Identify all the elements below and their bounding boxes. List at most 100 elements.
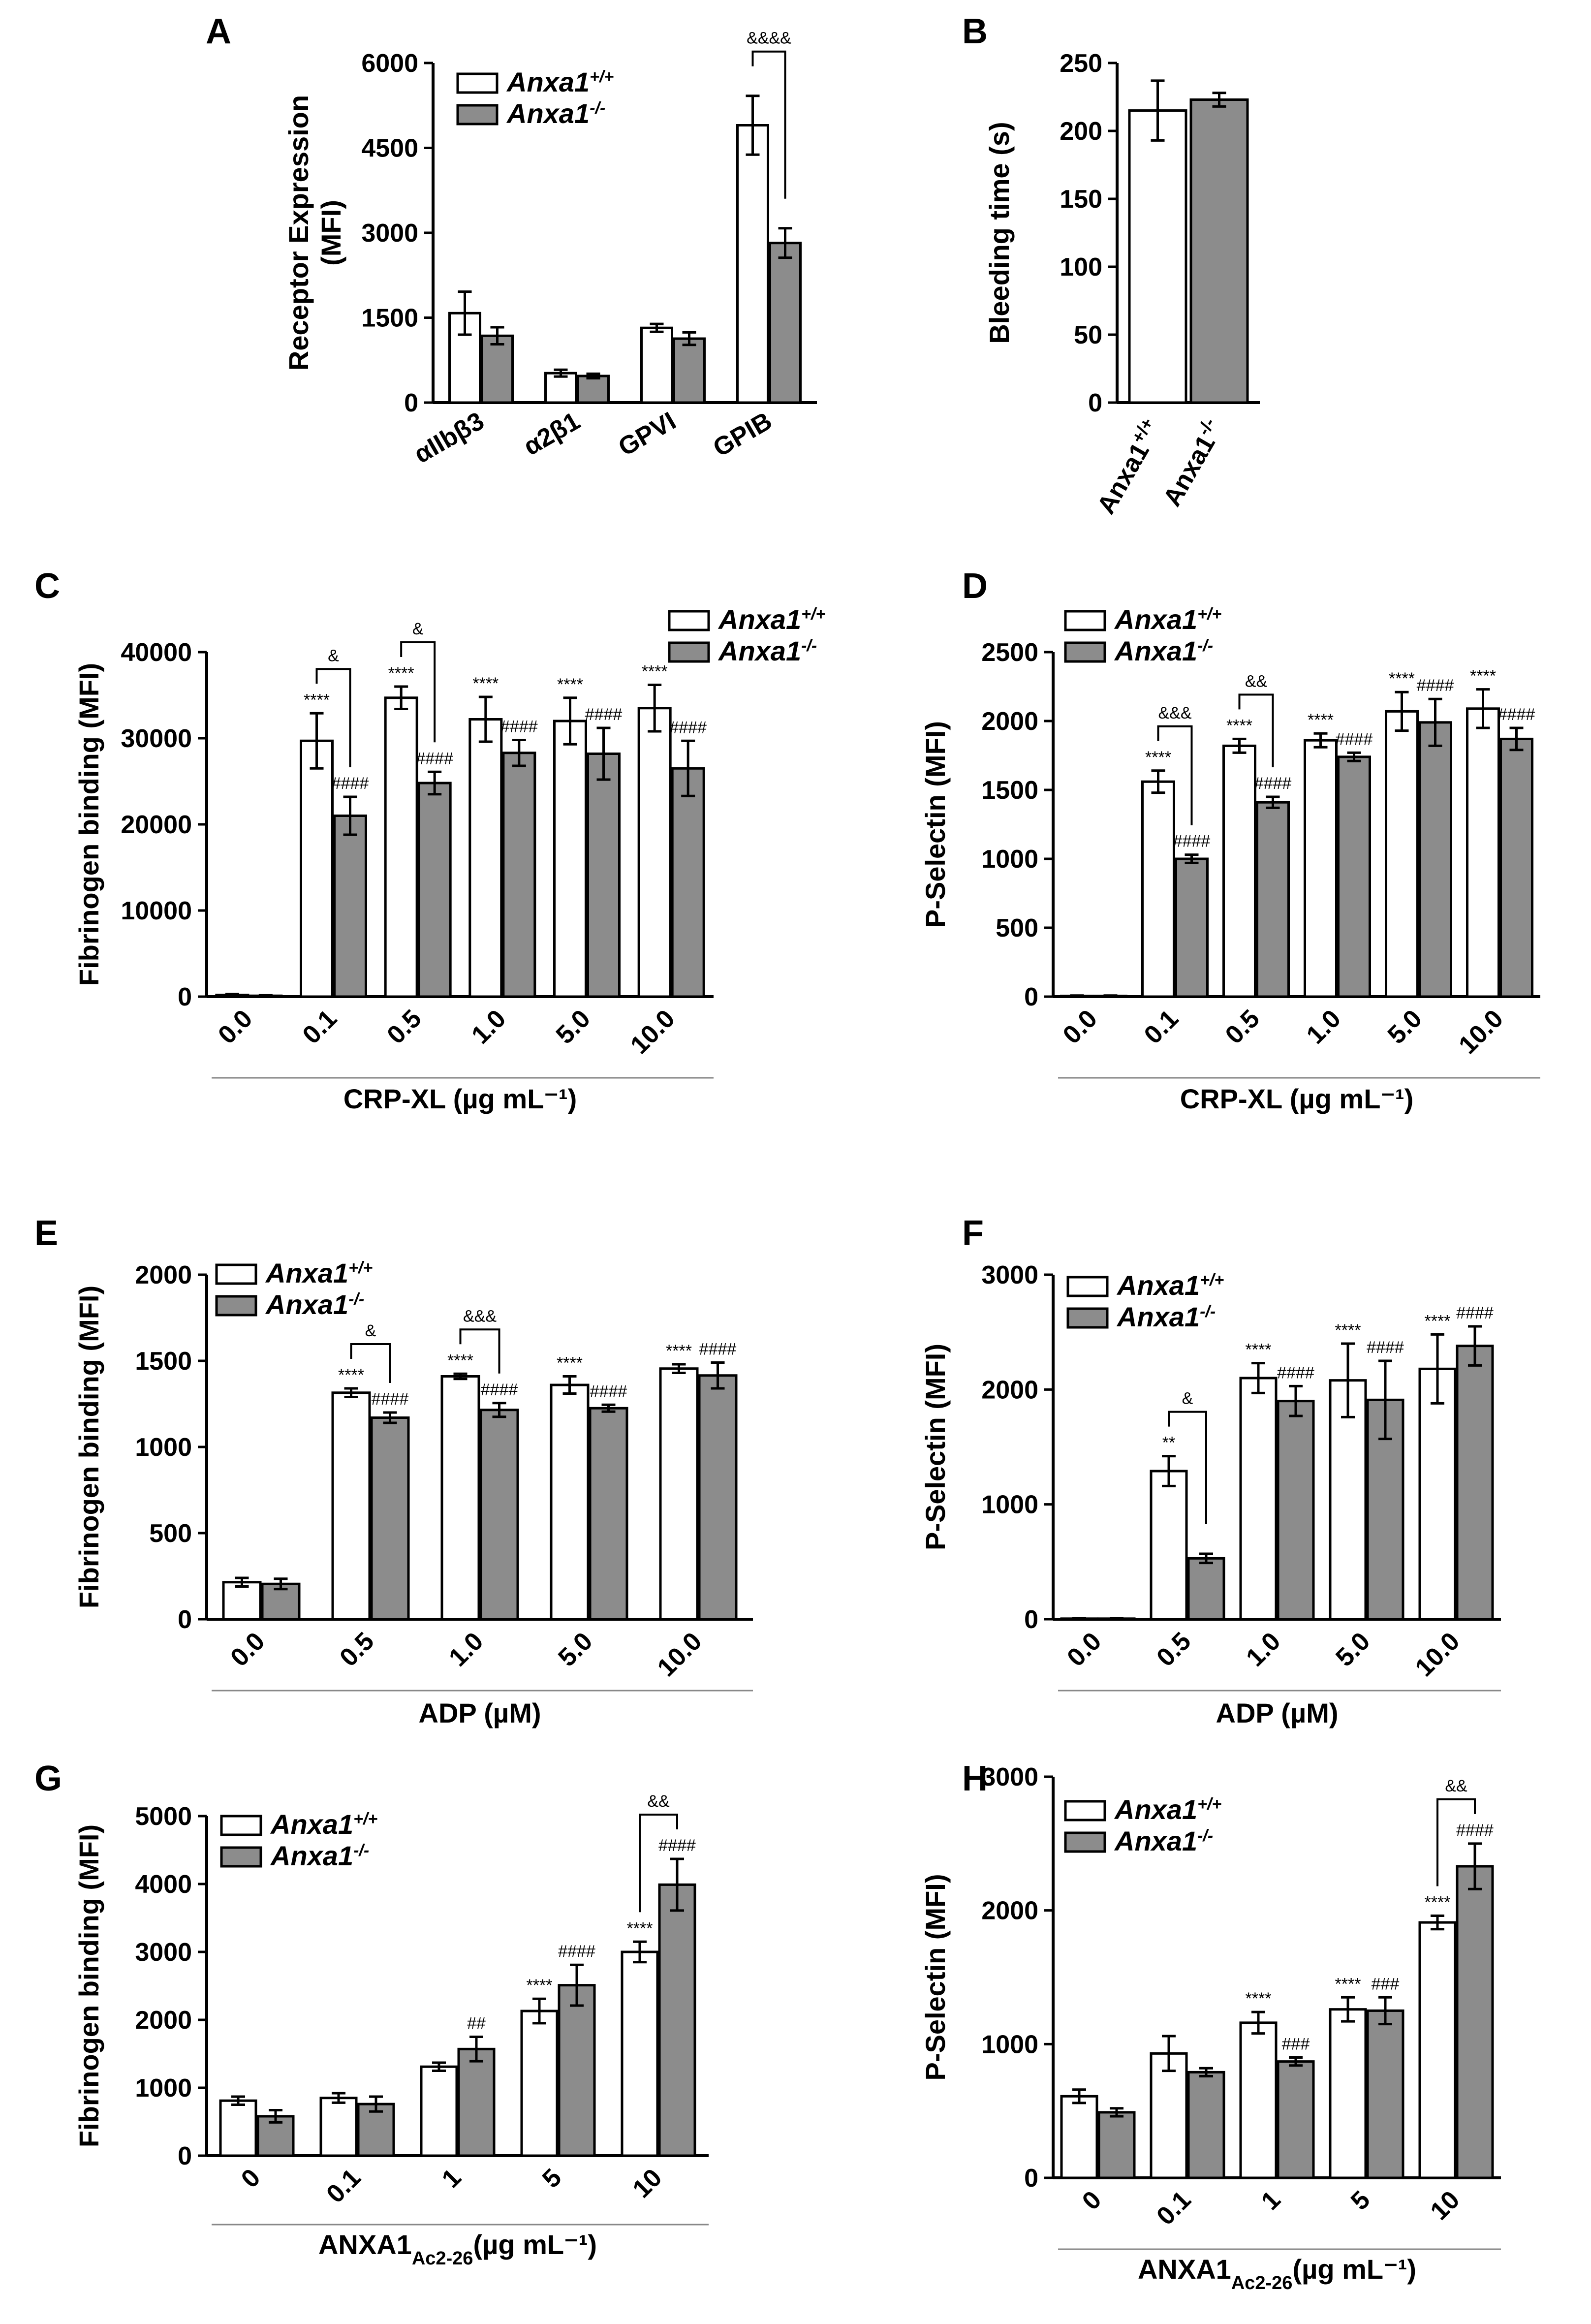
comparison-marker: & [1182,1389,1193,1408]
y-tick-label: 20000 [121,811,192,839]
legend-ko-label: Anxa1-/- [265,1289,364,1320]
significance-marker: #### [1456,1304,1494,1322]
comparison-marker: && [1445,1777,1467,1795]
comparison-bracket [1238,693,1274,767]
significance-marker: #### [558,1942,595,1961]
significance-marker: #### [1277,1363,1314,1382]
significance-marker: **** [1425,1312,1451,1330]
bar-wt [1222,744,1256,998]
x-tick-label: 1.0 [443,1627,489,1672]
legend-wt-swatch [1066,1276,1109,1297]
bar-wt [1239,2021,1278,2179]
panel-letter: H [962,1759,988,1798]
comparison-bracket [459,1328,500,1374]
bar-wt [1385,710,1419,998]
panel-b: B 0 50 100 150 200 250 Bleeding time (s) Anxa1+/… [962,12,1260,519]
bar-wt [637,707,672,998]
bar-wt [1329,2008,1367,2179]
significance-marker: **** [304,691,330,709]
bar-ko [481,334,514,404]
x-tick-label: 1.0 [1241,1627,1286,1672]
x-tick-label: GPIB [708,407,777,463]
bar-wt [640,326,673,404]
y-axis-label: P-Selectin (MFI) [920,1344,951,1550]
legend-ko-label: Anxa1-/- [718,635,817,666]
comparison-marker: && [1245,672,1268,691]
x-tick-label: 5 [1345,2185,1375,2215]
y-axis-label: Fibrinogen binding (MFI) [73,1286,104,1608]
bar-ko [417,782,452,998]
comparison-bracket [1168,1411,1207,1524]
significance-marker: **** [557,675,583,694]
significance-marker: **** [666,1342,692,1360]
y-tick-label: 0 [178,2142,192,2170]
y-tick-label: 1000 [981,2030,1038,2059]
y-axis-label: Fibrinogen binding (MFI) [73,663,104,986]
x-tick-label: 0.1 [297,1004,343,1049]
bar-ko [1187,1557,1225,1621]
bar-wt [659,1367,699,1621]
significance-marker: **** [1145,748,1171,767]
panel-h: H 0 1000 2000 3000 P-Selectin (MFI) Anxa1+/+An… [920,1759,1501,2293]
y-axis-label: Fibrinogen binding (MFI) [73,1824,104,2147]
panel-letter: E [34,1214,58,1253]
x-axis-label: ANXA1Ac2-26(µg mL⁻¹) [318,2229,597,2269]
bar-ko [577,375,610,404]
x-tick-label: αIIbβ3 [409,407,489,469]
y-axis-label: Receptor Expression(MFI) [283,95,346,371]
bar-ko [1456,1865,1494,2179]
bar-ko [558,1984,596,2157]
legend-ko-swatch [220,1846,262,1868]
bar-wt [219,2099,257,2157]
significance-marker: **** [447,1351,473,1370]
bar-wt [553,720,587,998]
legend-wt-label: Anxa1+/+ [718,604,825,635]
significance-marker: ** [1162,1434,1175,1452]
significance-marker: #### [1254,774,1292,793]
bar-wt [1418,1367,1457,1621]
y-tick-label: 200 [1060,117,1102,146]
y-tick-label: 150 [1060,185,1102,214]
legend-ko-label: Anxa1-/- [506,98,605,129]
panel-letter: F [962,1214,984,1253]
bar-ko [1277,2060,1315,2179]
y-tick-label: 4000 [135,1870,192,1899]
x-tick-label: 0.0 [1061,1627,1107,1672]
x-tick-label: 0.0 [1058,1004,1103,1049]
y-tick-label: 2000 [981,1376,1038,1404]
panel-letter: D [962,566,988,606]
legend-wt-swatch [1064,610,1106,631]
legend-wt-label: Anxa1+/+ [1114,1794,1221,1825]
significance-marker: #### [658,1836,696,1855]
bar-ko [658,1883,696,2157]
panel-letter: B [962,12,988,51]
legend-ko-swatch [668,641,710,663]
bar-ko [457,2047,496,2157]
y-tick-label: 0 [178,983,192,1011]
panel-letter: C [34,566,60,606]
significance-marker: **** [1308,711,1334,729]
panel-letter: A [206,12,231,51]
y-tick-label: 10000 [121,897,192,925]
y-tick-label: 1000 [135,1433,192,1462]
y-tick-label: 1500 [361,304,418,333]
bar-ko [370,1416,410,1621]
bar-ko [587,753,621,998]
bar-ko [1256,801,1290,998]
comparison-marker: &&& [1158,704,1191,722]
bar-wt [420,2065,458,2157]
y-tick-label: 3000 [981,1763,1038,1791]
x-tick-label: 10.0 [625,1004,681,1060]
significance-marker: #### [481,1381,518,1399]
x-axis-label: ADP (µM) [419,1697,541,1728]
panel-e: E 0 500 1000 1500 2000 Fibrinogen binding (MFI… [34,1214,753,1728]
legend-ko-swatch [456,104,499,126]
x-axis-label: ADP (µM) [1216,1697,1339,1728]
legend-wt-label: Anxa1+/+ [1116,1270,1224,1301]
y-tick-label: 6000 [361,49,418,78]
x-tick-label: 5.0 [551,1004,596,1049]
bar-wt [1329,1379,1367,1621]
bar-ko [1097,2111,1136,2179]
x-tick-label: 0 [1077,2185,1107,2215]
y-tick-label: 250 [1060,49,1102,78]
